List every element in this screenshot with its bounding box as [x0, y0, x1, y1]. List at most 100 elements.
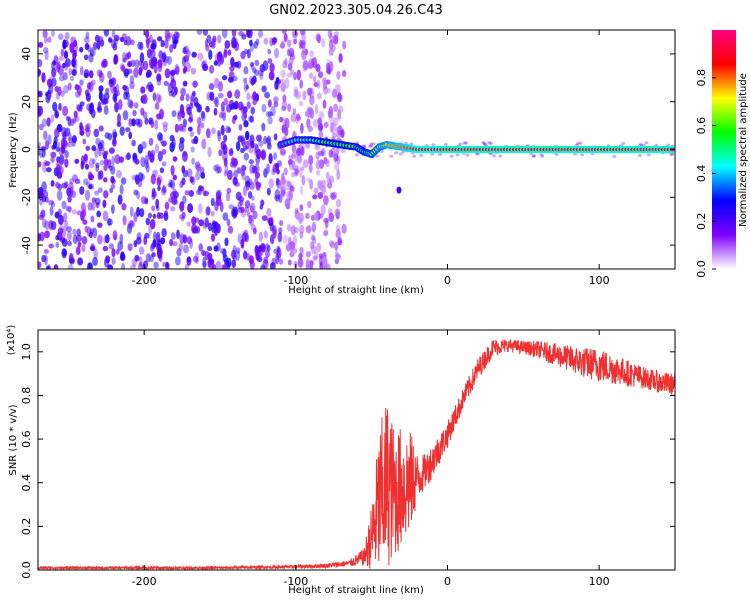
- noise-cell: [102, 245, 109, 252]
- noise-cell: [250, 106, 255, 115]
- noise-cell: [278, 227, 283, 235]
- noise-cell: [332, 103, 339, 112]
- noise-cell: [267, 48, 272, 55]
- noise-cell: [255, 154, 261, 165]
- noise-cell: [243, 120, 249, 128]
- noise-cell: [270, 105, 276, 117]
- noise-cell: [217, 34, 222, 44]
- noise-cell: [98, 125, 104, 132]
- noise-cell: [307, 125, 314, 132]
- noise-cell: [317, 180, 323, 190]
- noise-cell: [152, 213, 157, 219]
- noise-cell: [205, 128, 211, 139]
- noise-cell: [106, 218, 113, 226]
- noise-cell: [148, 137, 154, 146]
- noise-cell: [248, 255, 254, 265]
- noise-cell: [196, 30, 203, 35]
- noise-cell: [137, 143, 144, 154]
- noise-cell: [324, 159, 330, 165]
- noise-cell: [342, 69, 347, 78]
- noise-cell: [150, 149, 156, 157]
- colorbar-gradient: [712, 30, 736, 269]
- noise-cell: [300, 30, 306, 36]
- noise-cell: [115, 83, 120, 93]
- noise-cell: [129, 39, 135, 46]
- noise-cell: [41, 218, 47, 229]
- noise-cell: [299, 79, 304, 89]
- noise-cell: [481, 141, 486, 144]
- noise-cell: [276, 247, 282, 259]
- noise-cell: [116, 170, 122, 179]
- noise-cell: [287, 103, 292, 112]
- noise-cell: [540, 154, 545, 158]
- noise-cell: [232, 75, 238, 82]
- noise-cell: [103, 158, 109, 166]
- noise-cell: [218, 81, 224, 92]
- noise-cell: [156, 231, 161, 243]
- spectrogram-x-axis-label: Height of straight line (km): [288, 285, 424, 296]
- noise-cell: [295, 91, 302, 100]
- noise-cell: [122, 110, 129, 121]
- noise-cell: [55, 241, 60, 248]
- noise-cell: [205, 105, 210, 113]
- noise-cell: [335, 228, 341, 239]
- noise-cell: [280, 41, 285, 49]
- noise-cell: [68, 137, 74, 143]
- noise-cell: [279, 219, 284, 227]
- noise-cell: [334, 127, 341, 133]
- noise-cell: [198, 185, 205, 192]
- noise-cell: [89, 47, 94, 58]
- noise-cell: [127, 243, 133, 252]
- noise-cell: [39, 198, 43, 206]
- noise-cell: [98, 89, 103, 101]
- noise-cell: [419, 153, 424, 157]
- noise-cell: [38, 123, 44, 131]
- noise-cell: [244, 180, 251, 188]
- noise-cell: [129, 81, 135, 90]
- noise-cell: [342, 40, 347, 50]
- noise-cell: [76, 245, 81, 256]
- noise-cell: [263, 256, 269, 265]
- noise-cell: [317, 123, 324, 132]
- noise-cell: [296, 69, 302, 81]
- noise-cell: [157, 185, 161, 191]
- noise-cell: [60, 48, 65, 57]
- noise-cell: [224, 164, 229, 175]
- noise-cell: [316, 79, 321, 90]
- noise-cell: [50, 220, 57, 231]
- noise-cell: [112, 138, 117, 147]
- noise-cell: [193, 135, 199, 145]
- noise-cell: [98, 149, 102, 157]
- noise-cell: [81, 209, 87, 218]
- noise-cell: [323, 217, 330, 224]
- noise-cell: [235, 141, 241, 151]
- noise-cell: [268, 153, 273, 165]
- noise-cell: [254, 144, 259, 154]
- noise-cell: [47, 36, 52, 43]
- noise-cell: [83, 36, 90, 44]
- spectrogram-x-tick-label: 100: [589, 274, 610, 287]
- noise-cell: [286, 39, 292, 48]
- noise-cell: [487, 141, 492, 145]
- noise-cell: [462, 141, 467, 145]
- noise-cell: [210, 197, 215, 207]
- noise-cell: [170, 232, 176, 240]
- noise-cell: [160, 39, 165, 48]
- noise-cell: [301, 47, 307, 56]
- noise-cell: [212, 35, 217, 43]
- noise-cell: [276, 168, 280, 175]
- noise-cell: [42, 30, 48, 38]
- noise-cell: [223, 49, 228, 59]
- noise-cell: [165, 261, 169, 268]
- noise-cell: [198, 203, 203, 214]
- noise-cell: [44, 220, 50, 230]
- noise-cell: [97, 222, 103, 228]
- noise-cell: [67, 240, 73, 247]
- noise-cell: [92, 256, 98, 266]
- noise-cell: [214, 77, 220, 89]
- noise-cell: [150, 173, 157, 185]
- noise-cell: [273, 152, 278, 160]
- noise-cell: [354, 153, 359, 157]
- noise-cell: [83, 54, 89, 61]
- noise-cell: [89, 183, 95, 190]
